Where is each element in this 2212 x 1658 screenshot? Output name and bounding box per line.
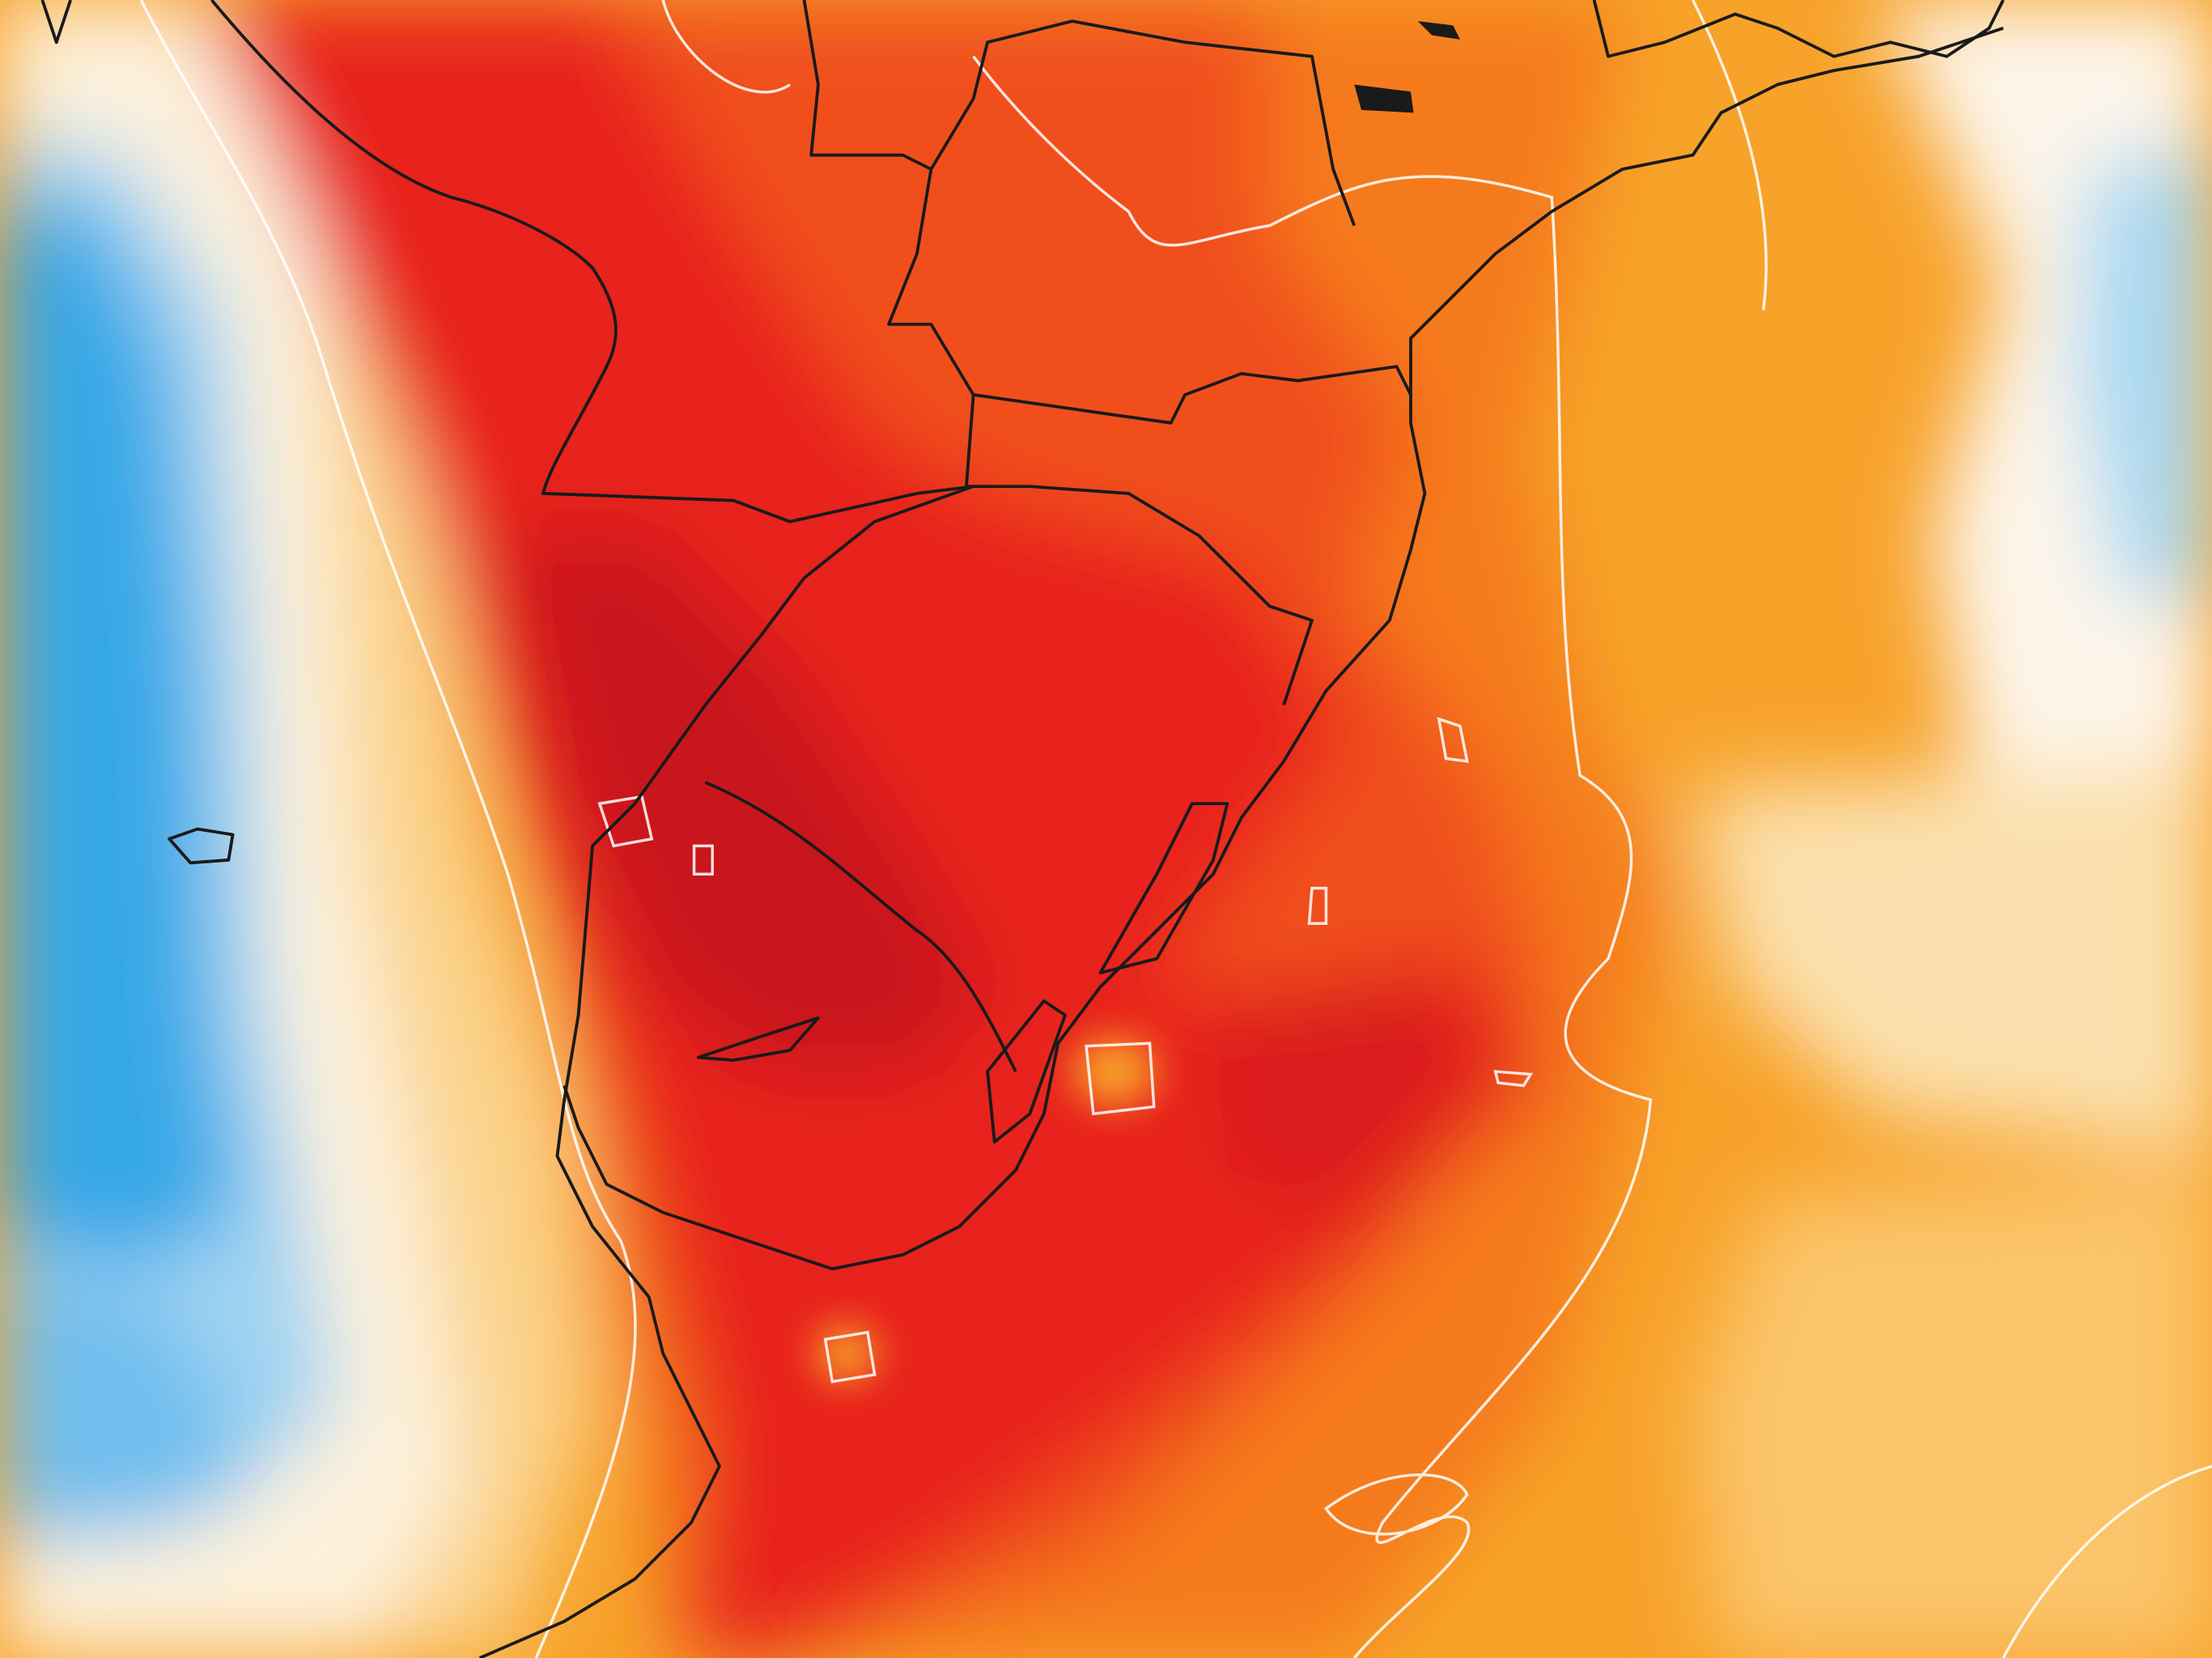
border <box>40 0 72 45</box>
contour-line <box>139 0 637 1658</box>
island <box>168 827 235 865</box>
contour-line <box>661 0 1653 1658</box>
white-contours <box>139 0 2212 1658</box>
border <box>802 0 1314 706</box>
lake <box>1417 21 1460 40</box>
border <box>704 781 1017 1073</box>
lagoon <box>986 802 1229 1144</box>
border <box>478 802 721 1658</box>
lake <box>1354 84 1414 113</box>
coastline <box>563 27 2004 1271</box>
light-orange-southeast <box>1692 1170 2212 1658</box>
border <box>973 365 1412 425</box>
borders <box>40 0 2005 1658</box>
lakes-north <box>1354 21 1460 113</box>
border <box>929 19 1356 227</box>
border <box>633 485 974 805</box>
contour-loop <box>597 717 1534 1536</box>
blue-southwest <box>0 1269 254 1537</box>
lake <box>696 1016 820 1062</box>
border <box>1592 0 2005 58</box>
border <box>210 0 974 524</box>
pale-east <box>1692 761 2212 1156</box>
contour-line <box>1692 0 2212 1658</box>
light-blue-east <box>2074 141 2212 607</box>
blue-west <box>0 197 240 1270</box>
red-offshore <box>1212 973 1482 1213</box>
orange-spot <box>1072 1037 1157 1105</box>
